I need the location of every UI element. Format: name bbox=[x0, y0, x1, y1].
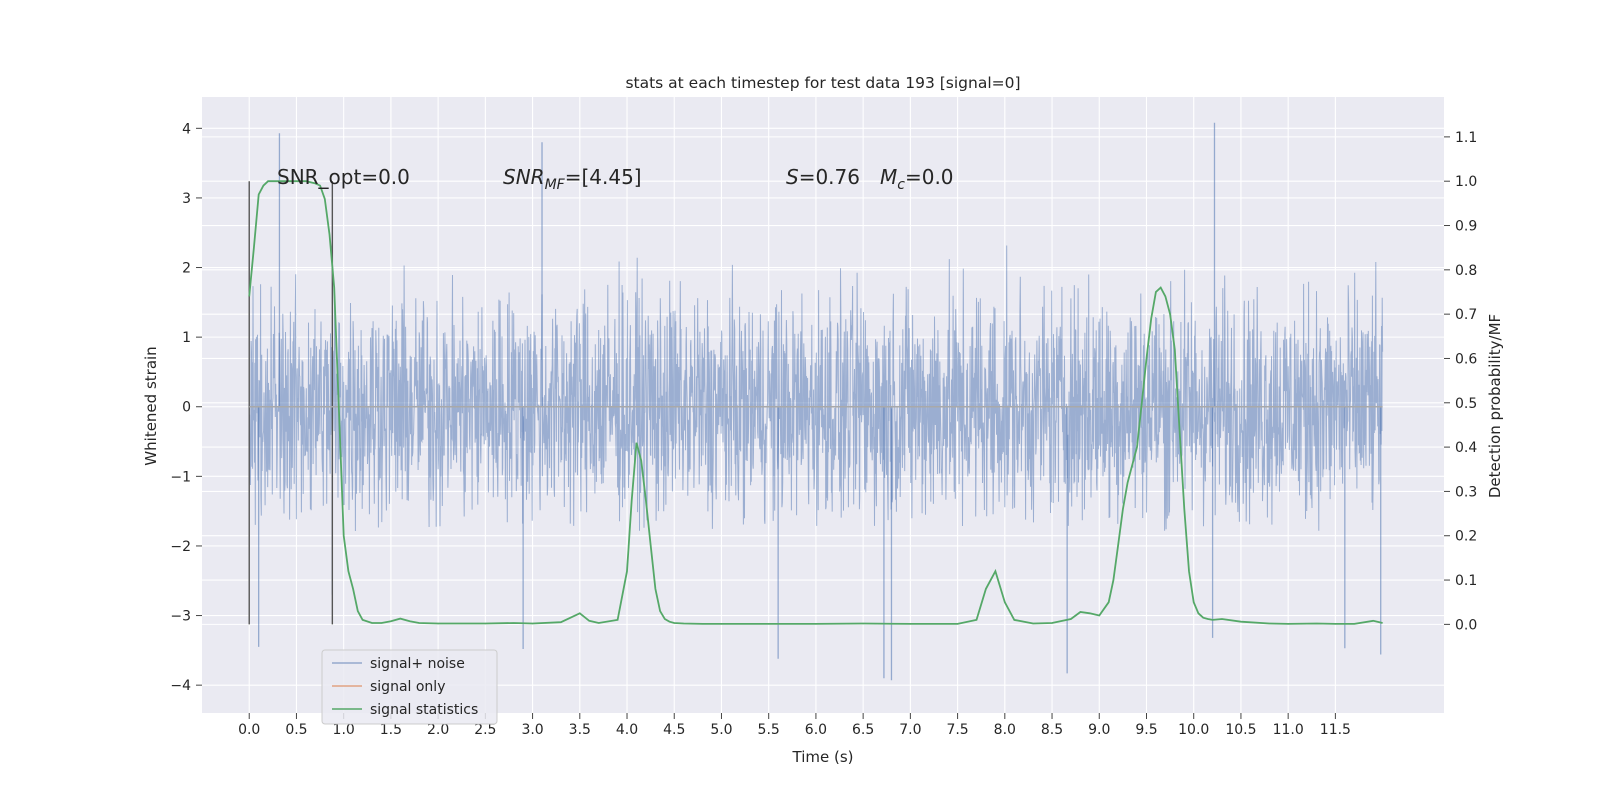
y-axis-right-ticks: 0.0 0.1 0.2 0.3 0.4 0.5 0.6 0.7 0.8 0.9 1.0 1.1 bbox=[1444, 130, 1477, 633]
y-axis-ticks: −4 −3 −2 −1 0 1 2 3 4 bbox=[170, 121, 202, 694]
y-right-tick-label: 0.5 bbox=[1455, 396, 1477, 412]
x-tick-label: 9.0 bbox=[1088, 722, 1110, 738]
y-tick-label: 4 bbox=[182, 121, 191, 137]
x-tick-label: 0.5 bbox=[285, 722, 307, 738]
signal-plus-noise-trace bbox=[248, 245, 1384, 532]
y-axis-right-label: Detection probability/MF bbox=[1486, 314, 1504, 498]
y-right-tick-label: 0.9 bbox=[1455, 219, 1477, 235]
x-tick-label: 8.0 bbox=[994, 722, 1016, 738]
x-tick-label: 6.5 bbox=[852, 722, 874, 738]
y-tick-label: −3 bbox=[170, 609, 191, 625]
x-axis-ticks: 0.0 0.5 1.0 1.5 2.0 2.5 3.0 3.5 4.0 4.5 5.0 5.5 6.0 6… bbox=[238, 713, 1351, 738]
x-tick-label: 8.5 bbox=[1041, 722, 1063, 738]
annotation-snr-opt: SNR_opt=0.0 bbox=[277, 165, 410, 189]
y-right-tick-label: 0.0 bbox=[1455, 617, 1477, 633]
legend: signal+ noise signal only signal statist… bbox=[321, 649, 498, 725]
annotation-s-label: S bbox=[786, 165, 799, 189]
y-right-tick-label: 1.1 bbox=[1455, 130, 1477, 146]
y-tick-label: 1 bbox=[182, 330, 191, 346]
y-right-tick-label: 0.6 bbox=[1455, 351, 1477, 367]
signal-statistics-line bbox=[248, 180, 1383, 625]
annotation-mc: Mc=0.0 bbox=[880, 165, 954, 193]
y-right-tick-label: 0.4 bbox=[1455, 440, 1477, 456]
y-right-tick-label: 1.0 bbox=[1455, 174, 1477, 190]
series-signal-plus-noise bbox=[248, 122, 1384, 681]
x-tick-label: 10.5 bbox=[1225, 722, 1256, 738]
y-tick-label: −4 bbox=[170, 678, 191, 694]
legend-label-signal-statistics: signal statistics bbox=[370, 702, 478, 718]
annotations: SNR_opt=0.0 SNRMF=[4.45] S=0.76 Mc=0.0 bbox=[277, 165, 954, 193]
y-tick-label: 2 bbox=[182, 261, 191, 277]
annotation-mc-label: M bbox=[880, 165, 897, 189]
y-right-tick-label: 0.8 bbox=[1455, 263, 1477, 279]
x-tick-label: 3.5 bbox=[569, 722, 591, 738]
x-tick-label: 6.0 bbox=[805, 722, 827, 738]
x-tick-label: 0.0 bbox=[238, 722, 260, 738]
series-signal-statistics bbox=[248, 180, 1383, 625]
y-right-tick-label: 0.3 bbox=[1455, 484, 1477, 500]
x-tick-label: 1.5 bbox=[380, 722, 402, 738]
x-tick-label: 10.0 bbox=[1178, 722, 1209, 738]
legend-label-signal-only: signal only bbox=[370, 679, 445, 695]
legend-box bbox=[321, 649, 498, 725]
y-tick-label: 0 bbox=[182, 400, 191, 416]
x-tick-label: 11.5 bbox=[1320, 722, 1351, 738]
x-tick-label: 9.5 bbox=[1135, 722, 1157, 738]
y-right-tick-label: 0.1 bbox=[1455, 573, 1477, 589]
x-tick-label: 1.0 bbox=[333, 722, 355, 738]
y-tick-label: −1 bbox=[170, 469, 191, 485]
x-tick-label: 2.0 bbox=[427, 722, 449, 738]
legend-label-signal-plus-noise: signal+ noise bbox=[370, 656, 465, 672]
y-right-tick-label: 0.7 bbox=[1455, 307, 1477, 323]
y-axis-label: Whitened strain bbox=[142, 346, 160, 465]
x-tick-label: 4.0 bbox=[616, 722, 638, 738]
y-right-tick-label: 0.2 bbox=[1455, 529, 1477, 545]
y-tick-label: 3 bbox=[182, 191, 191, 207]
x-tick-label: 3.0 bbox=[521, 722, 543, 738]
x-tick-label: 5.0 bbox=[710, 722, 732, 738]
annotation-snr-mf-prefix: SNR bbox=[503, 165, 545, 189]
annotation-mc-value: =0.0 bbox=[905, 165, 954, 189]
x-tick-label: 5.5 bbox=[758, 722, 780, 738]
vertical-markers bbox=[248, 181, 334, 625]
x-tick-label: 7.0 bbox=[899, 722, 921, 738]
x-axis-label: Time (s) bbox=[792, 748, 854, 766]
annotation-snr-mf: SNRMF=[4.45] bbox=[503, 165, 642, 193]
x-tick-label: 7.5 bbox=[946, 722, 968, 738]
x-tick-label: 4.5 bbox=[663, 722, 685, 738]
annotation-s-value: =0.76 bbox=[799, 165, 860, 189]
x-tick-label: 2.5 bbox=[474, 722, 496, 738]
chart-title: stats at each timestep for test data 193… bbox=[625, 74, 1020, 92]
annotation-mc-sub: c bbox=[897, 177, 905, 193]
y-tick-label: −2 bbox=[170, 539, 191, 555]
annotation-s: S=0.76 bbox=[786, 165, 860, 189]
annotation-snr-mf-sub: MF bbox=[545, 177, 566, 193]
annotation-snr-mf-value: =[4.45] bbox=[565, 165, 642, 189]
x-tick-label: 11.0 bbox=[1273, 722, 1304, 738]
